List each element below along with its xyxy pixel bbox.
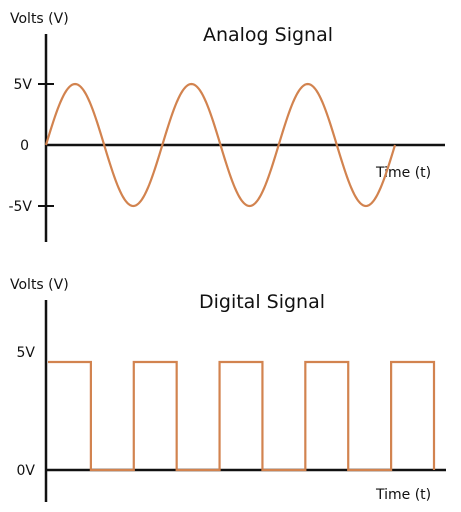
analog-signal-line [44,82,397,208]
analog-y-axis-label: Volts (V) [10,11,69,27]
analog-tick-label-neg5v: -5V [8,199,32,215]
digital-chart: Digital Signal Volts (V) 5V 0V Time (t) [10,277,446,503]
digital-x-axis-label: Time (t) [375,487,431,503]
analog-tick-label-5v: 5V [14,77,33,93]
digital-tick-label-0v: 0V [17,463,36,479]
analog-chart: Analog Signal Volts (V) 5V 0 -5V Time (t… [8,11,445,242]
digital-tick-label-5v: 5V [17,345,36,361]
analog-chart-title: Analog Signal [203,24,333,46]
digital-y-axis-label: Volts (V) [10,277,69,293]
analog-tick-label-0: 0 [20,138,29,154]
digital-chart-title: Digital Signal [199,291,325,313]
analog-x-axis-label: Time (t) [375,165,431,181]
digital-signal-line [48,360,436,472]
